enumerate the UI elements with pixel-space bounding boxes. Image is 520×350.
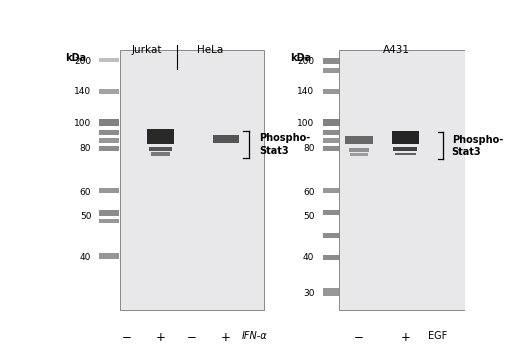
Text: 40: 40 (303, 253, 315, 262)
Bar (99, 119, 119, 126)
Text: −: − (354, 331, 364, 344)
Text: 80: 80 (303, 144, 315, 153)
Bar (323, 255, 340, 260)
Text: 200: 200 (74, 57, 92, 65)
Text: HeLa: HeLa (197, 45, 223, 55)
Bar (349, 148, 369, 152)
Bar (323, 146, 340, 150)
Text: +: + (221, 331, 230, 344)
Text: 50: 50 (80, 212, 92, 221)
Bar (350, 153, 368, 156)
Text: −: − (187, 331, 197, 344)
Bar (323, 68, 340, 73)
Bar (323, 138, 340, 143)
Bar (147, 129, 174, 144)
Bar (151, 152, 171, 155)
Bar (323, 130, 340, 134)
Bar (323, 188, 340, 193)
Bar (395, 153, 415, 155)
Text: 50: 50 (303, 212, 315, 221)
Bar (99, 253, 119, 259)
Text: 80: 80 (80, 144, 92, 153)
Text: −: − (122, 331, 132, 344)
Text: +: + (155, 331, 165, 344)
Bar (323, 288, 340, 296)
Bar (339, 50, 464, 309)
Text: kDa: kDa (290, 53, 311, 63)
Text: A431: A431 (383, 45, 410, 55)
Text: 60: 60 (303, 188, 315, 197)
Bar (99, 89, 119, 93)
Bar (323, 119, 340, 126)
Bar (99, 210, 119, 216)
Bar (99, 130, 119, 134)
Text: kDa: kDa (65, 53, 86, 63)
Bar (345, 136, 373, 144)
Bar (323, 58, 340, 64)
Text: EGF: EGF (427, 331, 447, 341)
Bar (149, 147, 172, 152)
Text: Phospho-
Stat3: Phospho- Stat3 (452, 134, 503, 157)
Text: 30: 30 (303, 289, 315, 298)
Text: 100: 100 (74, 119, 92, 128)
Text: 200: 200 (297, 57, 315, 65)
Text: 140: 140 (74, 87, 92, 96)
Bar (392, 131, 419, 144)
Bar (99, 146, 119, 150)
Bar (213, 135, 239, 143)
Text: Phospho-
Stat3: Phospho- Stat3 (259, 133, 310, 155)
Bar (99, 188, 119, 193)
Bar (323, 210, 340, 215)
Bar (99, 58, 119, 62)
Bar (120, 50, 264, 309)
Text: 40: 40 (80, 253, 92, 262)
Text: 100: 100 (297, 119, 315, 128)
Bar (99, 138, 119, 143)
Text: IFN-α: IFN-α (241, 331, 267, 341)
Bar (323, 89, 340, 93)
Text: Jurkat: Jurkat (132, 45, 162, 55)
Text: 60: 60 (80, 188, 92, 197)
Text: 140: 140 (297, 87, 315, 96)
Bar (323, 233, 340, 238)
Text: +: + (400, 331, 410, 344)
Bar (393, 147, 418, 152)
Bar (99, 219, 119, 223)
